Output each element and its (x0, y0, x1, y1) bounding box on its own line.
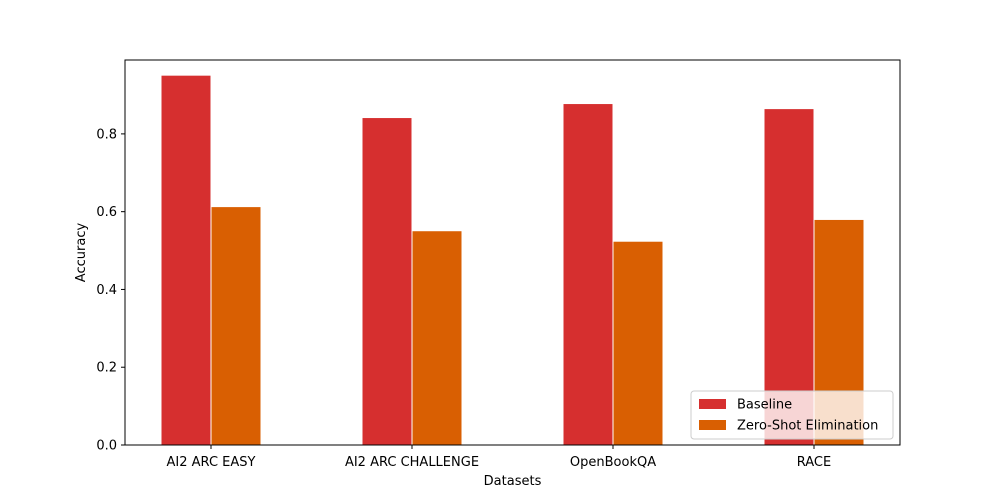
x-axis-label: Datasets (484, 474, 542, 489)
x-tick-label-3: RACE (797, 455, 831, 470)
bar-baseline-3 (763, 108, 815, 446)
y-axis: 0.0 0.2 0.4 0.6 0.8 (96, 127, 125, 454)
x-tick-label-2: OpenBookQA (570, 455, 656, 470)
legend-swatch-1 (699, 420, 726, 430)
y-tick-label-2: 0.4 (96, 283, 117, 298)
bar-baseline-1 (361, 117, 413, 446)
bar-zero-shot-elimination-2 (612, 240, 664, 446)
bar-zero-shot-elimination-1 (411, 230, 463, 446)
y-tick-label-1: 0.2 (96, 361, 117, 376)
legend-swatch-0 (699, 399, 726, 409)
legend: Baseline Zero-Shot Elimination (690, 390, 894, 440)
legend-label-1: Zero-Shot Elimination (737, 419, 878, 434)
plot-frame (124, 59, 901, 446)
bar-baseline-2 (562, 103, 614, 446)
legend-label-0: Baseline (737, 398, 792, 413)
bars-group (160, 74, 865, 446)
y-tick-label-0: 0.0 (96, 439, 117, 454)
bar-baseline-0 (160, 74, 212, 446)
bar-zero-shot-elimination-0 (210, 206, 262, 446)
y-tick-label-3: 0.6 (96, 205, 117, 220)
y-tick-label-4: 0.8 (96, 127, 117, 142)
legend-box (690, 390, 894, 440)
x-axis: AI2 ARC EASY AI2 ARC CHALLENGE OpenBookQA R… (167, 445, 831, 470)
x-tick-label-0: AI2 ARC EASY (167, 455, 256, 470)
y-axis-label: Accuracy (74, 223, 89, 283)
x-tick-label-1: AI2 ARC CHALLENGE (345, 455, 479, 470)
